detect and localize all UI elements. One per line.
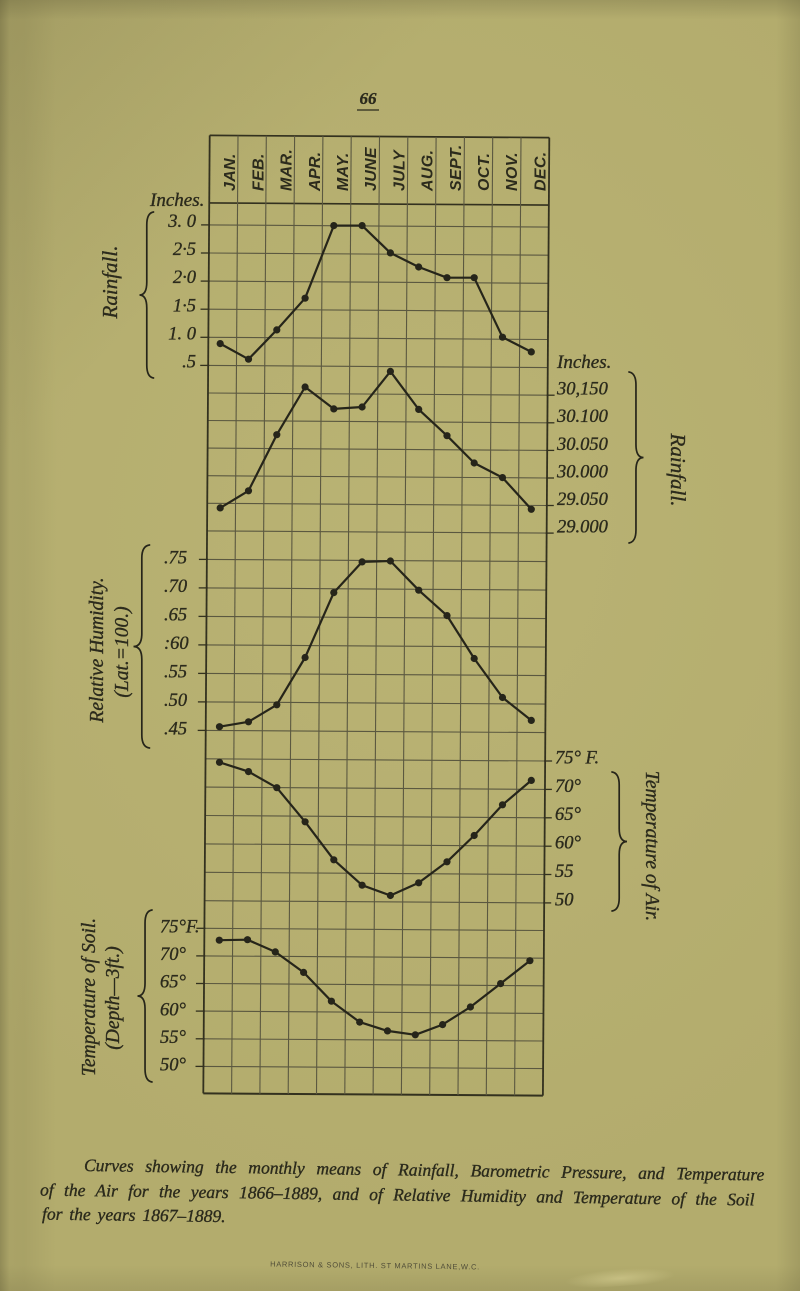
svg-text:60°: 60° xyxy=(160,1000,187,1020)
svg-text:JUNE: JUNE xyxy=(363,146,380,191)
svg-text:50°: 50° xyxy=(160,1056,187,1076)
svg-text:(Depth—3ft.): (Depth—3ft.) xyxy=(103,946,124,1049)
svg-text:70°: 70° xyxy=(555,777,582,797)
svg-text:29.000: 29.000 xyxy=(557,518,609,538)
svg-text:.50: .50 xyxy=(164,691,188,711)
svg-text:55°: 55° xyxy=(160,1028,187,1048)
svg-text:NOV.: NOV. xyxy=(504,152,521,191)
svg-text:30.050: 30.050 xyxy=(556,435,609,455)
svg-text:2·0: 2·0 xyxy=(173,268,197,288)
svg-text:30.000: 30.000 xyxy=(556,462,609,482)
svg-text:Relative Humidity.: Relative Humidity. xyxy=(87,577,108,723)
svg-text:2·5: 2·5 xyxy=(173,240,196,260)
svg-text:APR.: APR. xyxy=(307,152,324,192)
svg-text:75°F.: 75°F. xyxy=(160,917,199,937)
svg-text:JULY: JULY xyxy=(391,149,408,191)
svg-text:.45: .45 xyxy=(164,720,187,740)
svg-text:65°: 65° xyxy=(555,805,582,825)
svg-text:Inches.: Inches. xyxy=(556,352,611,373)
svg-text::60: :60 xyxy=(164,634,189,654)
svg-text:.55: .55 xyxy=(164,663,187,683)
svg-text:Temperature of Air.: Temperature of Air. xyxy=(641,771,662,921)
svg-text:JAN.: JAN. xyxy=(222,153,239,191)
svg-text:FEB.: FEB. xyxy=(250,153,267,191)
svg-text:70°: 70° xyxy=(160,945,187,965)
svg-text:75° F.: 75° F. xyxy=(555,748,599,768)
svg-text:Rainfall.: Rainfall. xyxy=(666,433,690,507)
svg-text:55: 55 xyxy=(555,862,574,882)
svg-text:MAY.: MAY. xyxy=(335,152,352,191)
svg-text:AUG.: AUG. xyxy=(420,150,437,192)
svg-text:.65: .65 xyxy=(164,606,187,626)
svg-text:30,150: 30,150 xyxy=(556,380,609,400)
svg-text:Curves showing the monthly mea: Curves showing the monthly means of Rain… xyxy=(84,1155,765,1184)
svg-text:OCT.: OCT. xyxy=(476,153,493,191)
svg-text:65°: 65° xyxy=(160,973,187,993)
svg-text:.75: .75 xyxy=(164,549,187,569)
svg-text:.70: .70 xyxy=(164,577,188,597)
svg-text:50: 50 xyxy=(555,890,574,910)
svg-text:(Lat.=100.): (Lat.=100.) xyxy=(112,606,133,697)
svg-text:for the years 1867–1889.: for the years 1867–1889. xyxy=(42,1204,226,1227)
svg-text:66: 66 xyxy=(360,89,378,108)
svg-text:1. 0: 1. 0 xyxy=(168,324,197,344)
svg-text:Temperature of Soil.: Temperature of Soil. xyxy=(79,918,100,1076)
svg-text:1·5: 1·5 xyxy=(173,296,196,316)
svg-text:DEC.: DEC. xyxy=(532,152,549,191)
svg-text:.5: .5 xyxy=(182,353,196,373)
svg-text:Rainfall.: Rainfall. xyxy=(98,246,122,320)
svg-text:3. 0: 3. 0 xyxy=(167,212,197,232)
svg-text:60°: 60° xyxy=(555,834,582,854)
svg-text:SEPT.: SEPT. xyxy=(448,144,465,191)
svg-text:30.100: 30.100 xyxy=(556,407,609,427)
svg-text:HARRISON & SONS, LITH. ST MART: HARRISON & SONS, LITH. ST MARTINS LANE,W… xyxy=(270,1260,480,1272)
svg-text:MAR.: MAR. xyxy=(279,149,296,191)
svg-text:Inches.: Inches. xyxy=(149,190,204,211)
svg-text:29.050: 29.050 xyxy=(557,490,609,510)
